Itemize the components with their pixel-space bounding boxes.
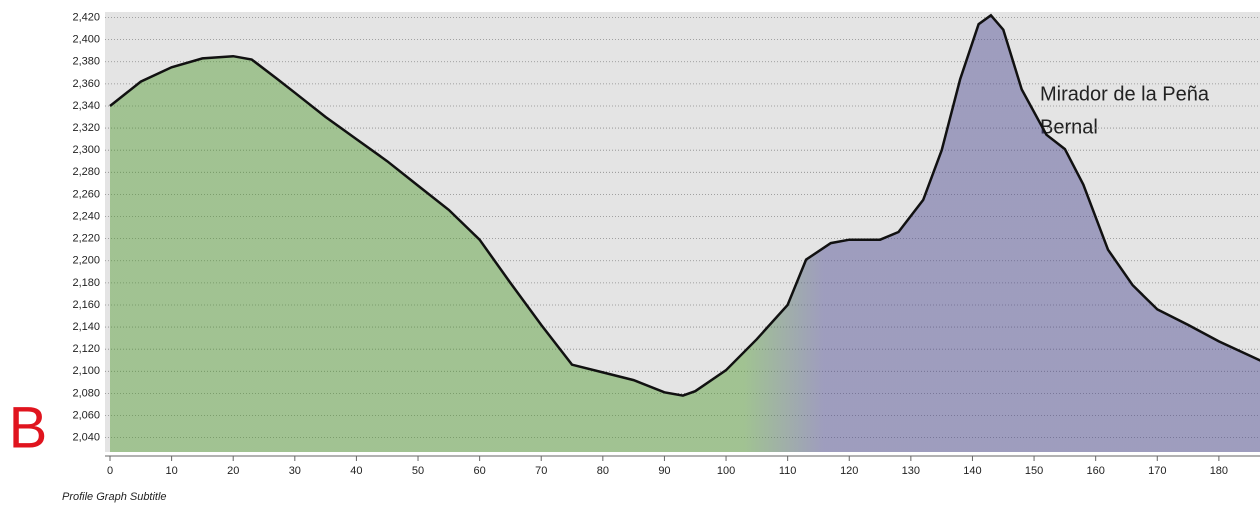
x-tick-label: 130 (902, 465, 920, 477)
y-tick-label: 2,320 (72, 122, 100, 134)
annotation: Mirador de la Peña (1040, 83, 1210, 105)
x-tick-label: 120 (840, 465, 858, 477)
x-tick-label: 10 (165, 465, 177, 477)
x-tick-label: 100 (717, 465, 735, 477)
y-tick-label: 2,100 (72, 365, 100, 377)
y-tick-label: 2,200 (72, 255, 100, 267)
y-tick-label: 2,120 (72, 343, 100, 355)
x-tick-label: 40 (350, 465, 362, 477)
y-tick-label: 2,420 (72, 11, 100, 23)
y-tick-label: 2,220 (72, 233, 100, 245)
y-tick-label: 2,300 (72, 144, 100, 156)
y-tick-label: 2,380 (72, 56, 100, 68)
x-tick-label: 20 (227, 465, 239, 477)
x-tick-label: 30 (289, 465, 301, 477)
y-tick-label: 2,180 (72, 277, 100, 289)
y-tick-label: 2,160 (72, 299, 100, 311)
x-tick-label: 180 (1210, 465, 1228, 477)
x-tick-label: 60 (474, 465, 486, 477)
y-tick-label: 2,080 (72, 387, 100, 399)
y-tick-label: 2,240 (72, 210, 100, 222)
y-tick-label: 2,060 (72, 409, 100, 421)
y-tick-label: 2,260 (72, 188, 100, 200)
y-tick-label: 2,340 (72, 100, 100, 112)
x-tick-label: 50 (412, 465, 424, 477)
y-tick-label: 2,400 (72, 34, 100, 46)
x-tick-label: 0 (107, 465, 113, 477)
x-tick-label: 110 (779, 465, 797, 477)
y-tick-label: 2,280 (72, 166, 100, 178)
x-tick-label: 70 (535, 465, 547, 477)
x-tick-label: 140 (963, 465, 981, 477)
y-tick-label: 2,140 (72, 321, 100, 333)
annotation: Bernal (1040, 116, 1098, 138)
y-tick-label: 2,360 (72, 78, 100, 90)
subtitle: Profile Graph Subtitle (62, 491, 167, 503)
area (110, 15, 1260, 452)
panel-label: B (9, 395, 48, 460)
x-tick-label: 150 (1025, 465, 1043, 477)
line (109, 13, 1260, 397)
x-tick-label: 80 (597, 465, 609, 477)
x-tick-label: 160 (1086, 465, 1104, 477)
x-tick-label: 170 (1148, 465, 1166, 477)
x-tick-label: 90 (658, 465, 670, 477)
y-tick-label: 2,040 (72, 432, 100, 444)
